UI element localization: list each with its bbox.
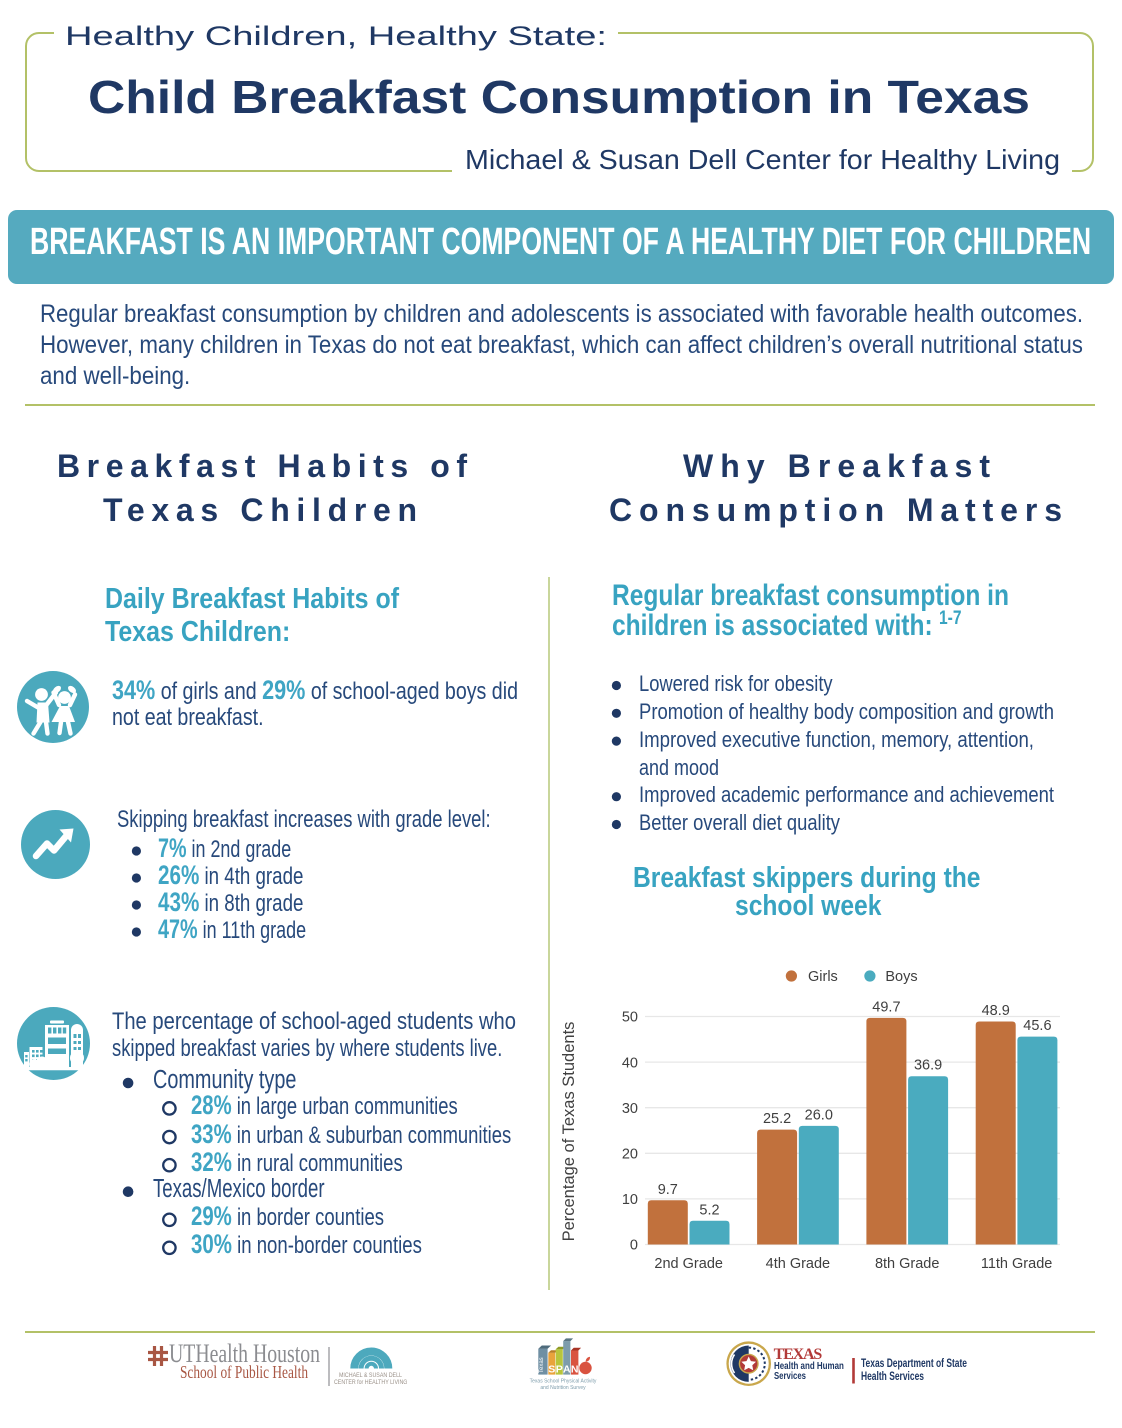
svg-text:40: 40 [622,1055,638,1071]
svg-text:26.0: 26.0 [805,1107,833,1123]
svg-text:P: P [556,1364,563,1376]
svg-text:4th Grade: 4th Grade [766,1256,831,1272]
svg-text:8th Grade: 8th Grade [875,1256,940,1272]
svg-text:0: 0 [630,1238,638,1254]
svg-text:45.6: 45.6 [1023,1018,1051,1034]
svg-text:A: A [563,1364,571,1376]
svg-text:50: 50 [622,1010,638,1026]
svg-text:10: 10 [622,1192,638,1208]
svg-text:48.9: 48.9 [982,1003,1010,1019]
svg-text:2nd Grade: 2nd Grade [654,1256,723,1272]
svg-text:11th Grade: 11th Grade [981,1256,1052,1272]
svg-text:25.2: 25.2 [763,1111,791,1127]
svg-text:Texas School Physical Activity: Texas School Physical Activity [530,1379,597,1385]
svg-text:Boys: Boys [885,969,917,985]
svg-text:Percentage of Texas Students: Percentage of Texas Students [560,1022,578,1242]
svg-text:5.2: 5.2 [699,1202,719,1218]
svg-text:49.7: 49.7 [872,999,900,1015]
svg-text:36.9: 36.9 [914,1058,942,1074]
svg-text:and Nutrition Survey: and Nutrition Survey [540,1385,586,1391]
svg-text:9.7: 9.7 [658,1182,678,1198]
svg-text:30: 30 [622,1101,638,1117]
svg-text:S: S [548,1364,555,1376]
svg-text:N: N [571,1364,579,1376]
svg-text:Texas: Texas [539,1357,545,1373]
svg-text:20: 20 [622,1147,638,1163]
svg-text:Girls: Girls [808,969,838,985]
